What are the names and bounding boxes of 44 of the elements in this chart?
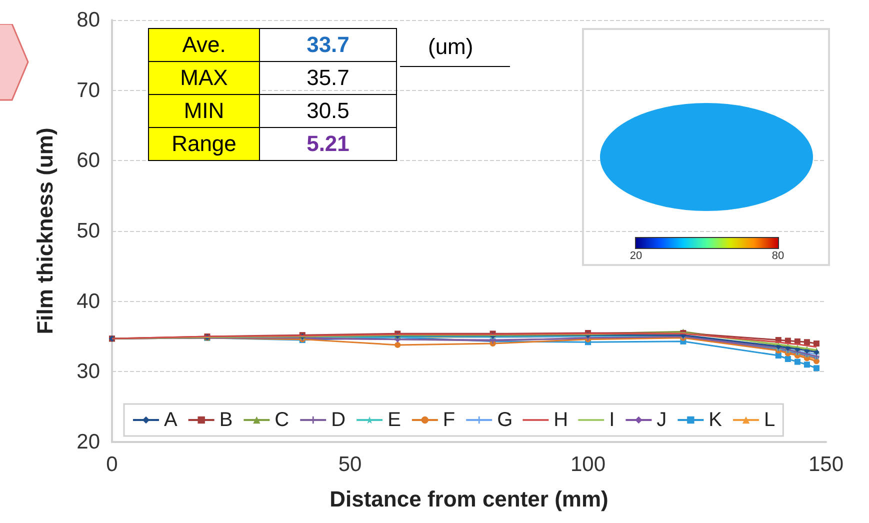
point (804, 362, 810, 368)
annotation: Ave. (148, 28, 260, 62)
point (794, 358, 800, 365)
annotation: 20 (630, 250, 642, 262)
legend-label: C (274, 409, 290, 431)
y-tick-label: 30 (76, 360, 100, 384)
y-tick-label: 50 (76, 220, 100, 242)
legend-label: G (497, 409, 513, 431)
annotation: (um) (428, 34, 474, 60)
annotation: 5.21 (260, 128, 396, 160)
legend-label: K (708, 409, 723, 431)
x-tick-label: 100 (570, 453, 606, 476)
annotation: 30.5 (260, 94, 396, 128)
x-tick-label: 50 (338, 453, 362, 476)
point (813, 340, 820, 347)
x-axis-title: Distance from center (mm) (330, 486, 608, 512)
x-tick-label: 150 (808, 453, 844, 476)
legend-label: A (164, 409, 178, 431)
legend-label: H (554, 409, 568, 431)
annotation: Range (148, 128, 260, 160)
point (784, 356, 791, 362)
legend-label: E (388, 409, 401, 431)
legend-label: I (609, 409, 615, 431)
annotation: MAX (148, 62, 260, 94)
annotation: MIN (148, 94, 260, 128)
legend-label: F (442, 409, 456, 431)
annotation: 80 (772, 250, 784, 262)
y-tick-label: 60 (76, 149, 100, 172)
annotation: 35.7 (260, 62, 396, 94)
point (804, 339, 810, 346)
y-tick-label: 40 (76, 290, 100, 313)
point (813, 365, 820, 372)
y-tick-label: 70 (76, 78, 100, 102)
legend-label: B (219, 409, 233, 431)
y-axis-title: Film thickness (um) (32, 128, 58, 334)
point (394, 342, 401, 348)
y-tick-label: 80 (76, 8, 100, 32)
point (775, 352, 782, 358)
annotation: 33.7 (260, 28, 396, 62)
legend-label: J (656, 409, 667, 431)
x-tick-label: 0 (106, 453, 118, 476)
legend-label: L (764, 409, 776, 431)
legend-label: D (331, 409, 346, 431)
y-tick-label: 20 (76, 430, 100, 454)
